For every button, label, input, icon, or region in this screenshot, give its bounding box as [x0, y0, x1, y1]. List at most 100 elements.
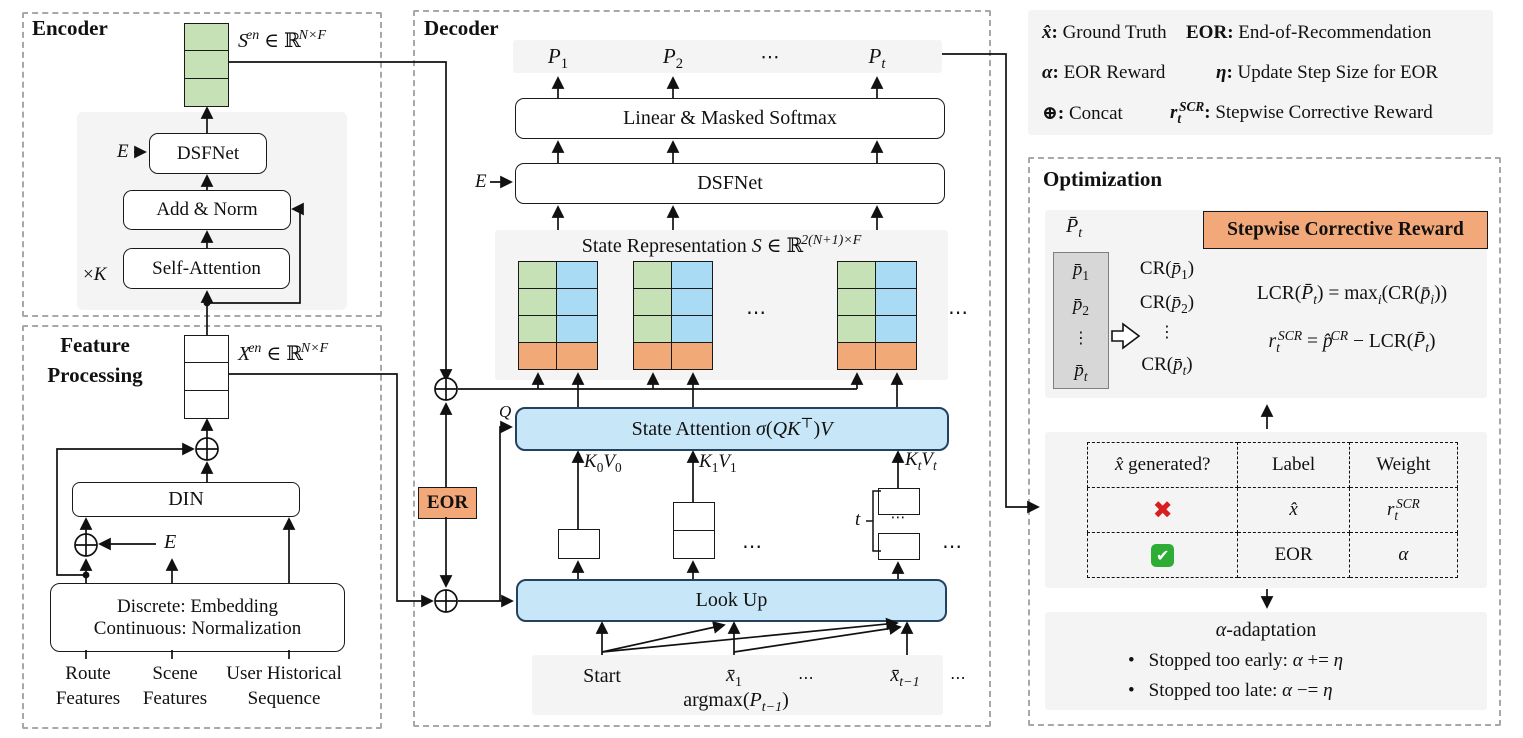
decoder-title: Decoder [424, 16, 499, 40]
fp-title-line1: Feature [60, 333, 130, 357]
matrix-cell [671, 342, 713, 370]
matrix-cell [184, 50, 229, 80]
matrix-cell [184, 389, 229, 419]
lcr-formula: LCR(P̄t) = maxi(CR(p̄i)) [1256, 283, 1448, 307]
matrix-cell [518, 315, 558, 344]
matrix-cell [518, 288, 558, 317]
scene-features-label: Scene Features [142, 663, 208, 709]
matrix-cell [633, 342, 673, 370]
eor-label: EOR [426, 492, 469, 513]
pbar-vdots: ⋮ [1073, 328, 1089, 348]
row1-weight: rtSCR [1348, 487, 1459, 533]
din-label: DIN [168, 488, 204, 510]
pbart-label: p̄t [1074, 359, 1088, 384]
scr-header-label: Stepwise Corrective Reward [1227, 219, 1464, 240]
embedding-box-t-bottom [878, 533, 920, 560]
state-dots-mid: ⋯ [746, 300, 766, 324]
cr1-label: CR(p̄1) [1139, 258, 1195, 282]
ktvt-label: KtVt [905, 449, 937, 473]
matrix-cell [518, 261, 558, 290]
matrix-cell [556, 342, 598, 370]
bullet-icon: • [1128, 680, 1135, 701]
embedding-box-1 [673, 502, 715, 559]
header-weight: Weight [1348, 442, 1459, 488]
matrix-cell [556, 261, 598, 290]
matrix-cell [184, 23, 229, 52]
discrete-continuous-box: Discrete: Embedding Continuous: Normaliz… [50, 583, 345, 652]
pbar-column-box: p̄1 p̄2 ⋮ p̄t [1053, 252, 1109, 389]
table-row: ✔ EOR α [1086, 532, 1459, 578]
matrix-cell [671, 261, 713, 290]
matrix-cell [633, 315, 673, 344]
matrix-cell [671, 288, 713, 317]
p1-label: P1 [547, 44, 569, 73]
times-k-label: ×K [83, 264, 107, 285]
matrix-cell [184, 335, 229, 364]
alpha-bullet-1: • Stopped too early: α += η [1128, 650, 1344, 671]
din-box: DIN [72, 482, 300, 517]
pbar-t-label: P̄t [1066, 215, 1083, 241]
matrix-cell [633, 261, 673, 290]
pt-label: Pt [868, 44, 886, 73]
matrix-cell [556, 315, 598, 344]
crt-label: CR(p̄t) [1141, 354, 1193, 378]
linear-masked-softmax-label: Linear & Masked Softmax [623, 107, 837, 129]
legend-row1-right: EOR: End-of-Recommendation [1186, 22, 1432, 43]
x-en-label: Xen ∈ ℝN×F [238, 341, 329, 365]
encoder-output-matrix [184, 23, 229, 107]
start-label: Start [583, 665, 621, 687]
state-matrix-1 [518, 261, 598, 370]
row2-weight: α [1348, 532, 1459, 578]
header-x-generated: x̂ generated? [1086, 442, 1239, 488]
alpha-bullet-2: • Stopped too late: α −= η [1128, 680, 1333, 701]
pbar1-label: p̄1 [1072, 259, 1090, 284]
q-label: Q [499, 402, 512, 421]
t-count-label: t [855, 509, 861, 530]
cr-vdots: ⋮ [1159, 322, 1175, 341]
k0v0-label: K0V0 [584, 451, 622, 475]
matrix-cell [875, 342, 917, 370]
add-norm-label: Add & Norm [156, 199, 258, 220]
fp-e-label: E [164, 531, 177, 553]
decoder-e-label: E [475, 171, 487, 192]
matrix-cell [518, 342, 558, 370]
rscr-formula: rtSCR = p̂CR − LCR(P̄t) [1268, 327, 1436, 355]
legend-row3-left: ⊕: Concat [1042, 103, 1123, 124]
state-dots-right: ⋯ [948, 300, 968, 324]
fp-output-matrix [184, 335, 229, 419]
header-label: Label [1237, 442, 1350, 488]
p-dots: ⋯ [760, 46, 780, 68]
look-up-label: Look Up [695, 589, 768, 611]
legend-panel [1028, 10, 1493, 135]
encoder-title: Encoder [32, 16, 108, 40]
matrix-cell [837, 261, 877, 290]
legend-row1-left: x̂: Ground Truth [1042, 22, 1167, 43]
route-features-label: Route Features [55, 663, 121, 709]
matrix-cell [837, 342, 877, 370]
state-attention-label: State Attention σ(QK⊤)V [631, 415, 833, 440]
xbart1-label: x̄t−1 [890, 664, 920, 690]
row2-label: EOR [1237, 532, 1350, 578]
decoder-input-strip [532, 655, 943, 715]
decoder-dsfnet-label: DSFNet [697, 172, 763, 194]
alpha-adaptation-title: α-adaptation [1215, 619, 1317, 641]
encoder-e-label: E [117, 141, 129, 162]
linear-masked-softmax-box: Linear & Masked Softmax [515, 98, 945, 139]
legend-row3-right: rtSCR: Stepwise Corrective Reward [1170, 98, 1433, 126]
table-row: ✖ x̂ rtSCR [1086, 487, 1459, 533]
self-attention-box: Self-Attention [123, 248, 290, 289]
pbar2-label: p̄2 [1072, 293, 1090, 318]
add-norm-box: Add & Norm [123, 190, 291, 230]
matrix-cell [633, 288, 673, 317]
matrix-cell [875, 261, 917, 290]
xbar1-label: x̄1 [726, 664, 742, 690]
s-en-label: Sen ∈ ℝN×F [238, 28, 326, 52]
matrix-cell [674, 503, 714, 531]
cr2-label: CR(p̄2) [1139, 292, 1195, 316]
table-header-row: x̂ generated? Label Weight [1086, 442, 1459, 488]
continuous-label: Continuous: Normalization [93, 617, 302, 639]
optimization-title: Optimization [1043, 167, 1162, 191]
check-mark-icon: ✔ [1151, 543, 1175, 567]
p-output-strip [513, 40, 942, 73]
